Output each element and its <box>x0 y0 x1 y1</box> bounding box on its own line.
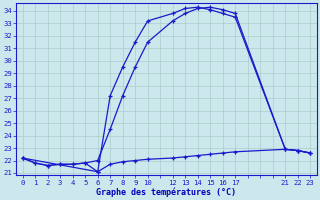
X-axis label: Graphe des températures (°C): Graphe des températures (°C) <box>96 187 236 197</box>
